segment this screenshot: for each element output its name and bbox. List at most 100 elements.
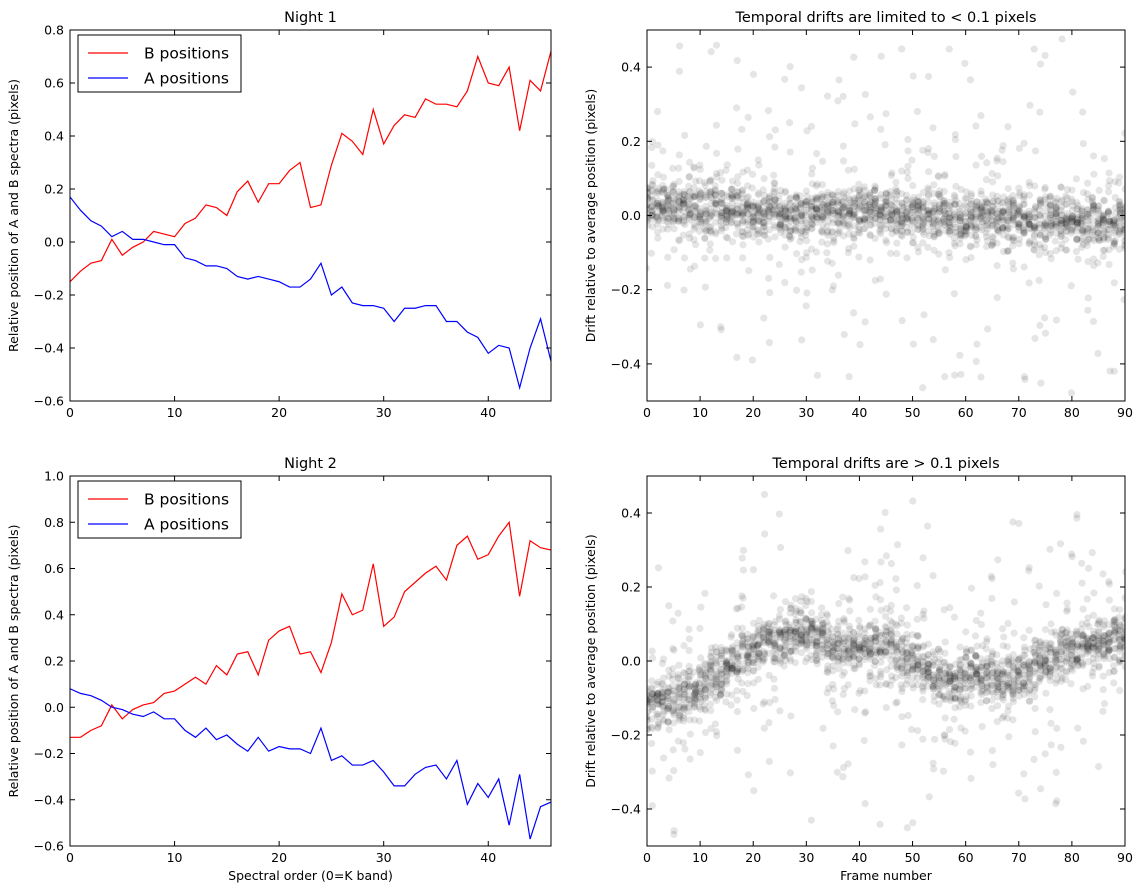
scatter-point — [977, 206, 986, 214]
scatter-point — [967, 208, 976, 216]
scatter-point — [930, 735, 939, 743]
scatter-point — [770, 202, 779, 210]
scatter-point — [941, 221, 949, 229]
scatter-point — [696, 213, 704, 221]
scatter-point — [940, 187, 948, 195]
scatter-point — [782, 212, 790, 220]
scatter-point — [787, 712, 795, 720]
scatter-point — [844, 194, 852, 202]
scatter-point — [993, 197, 1002, 205]
scatter-point — [738, 219, 747, 227]
scatter-point — [797, 210, 805, 218]
scatter-point — [711, 182, 719, 190]
scatter-point — [732, 191, 740, 199]
scatter-point — [812, 182, 820, 190]
scatter-point — [845, 206, 853, 214]
plot-area — [70, 520, 551, 840]
scatter-point — [1031, 182, 1039, 190]
scatter-point — [802, 253, 810, 261]
scatter-point — [680, 191, 689, 199]
scatter-point — [861, 318, 869, 326]
scatter-point — [775, 260, 783, 269]
scatter-point — [658, 204, 666, 213]
scatter-point — [1021, 795, 1029, 803]
scatter-point — [830, 239, 838, 247]
scatter-point — [733, 201, 742, 209]
scatter-point — [967, 213, 975, 221]
scatter-point — [664, 185, 672, 193]
scatter-point — [952, 182, 960, 190]
scatter-point — [803, 127, 811, 135]
scatter-point — [1104, 188, 1113, 196]
scatter-point — [1079, 139, 1087, 148]
scatter-point — [749, 233, 758, 241]
scatter-point — [723, 212, 731, 220]
scatter-point — [924, 72, 933, 81]
scatter-point — [1031, 224, 1039, 232]
scatter-point — [733, 209, 741, 217]
scatter-point — [988, 746, 997, 755]
scatter-point — [834, 623, 842, 631]
scatter-point — [674, 193, 682, 201]
scatter-point — [973, 236, 981, 244]
series-line-b-positions — [70, 51, 551, 283]
scatter-point — [1026, 212, 1034, 220]
scatter-point — [886, 216, 895, 224]
x-tick-label: 30 — [376, 850, 392, 865]
scatter-point — [919, 198, 927, 207]
scatter-point — [892, 586, 901, 594]
scatter-point — [755, 218, 763, 226]
scatter-point — [941, 266, 949, 274]
scatter-point — [663, 203, 672, 211]
scatter-point — [998, 225, 1007, 233]
scatter-point — [707, 227, 715, 235]
scatter-point — [659, 181, 667, 190]
scatter-point — [743, 692, 751, 700]
scatter-point — [909, 218, 917, 226]
scatter-point — [956, 225, 965, 233]
scatter-point — [738, 228, 746, 236]
scatter-point — [877, 203, 885, 211]
scatter-point — [914, 225, 922, 234]
scatter-point — [908, 208, 916, 216]
scatter-point — [797, 217, 805, 225]
scatter-point — [946, 202, 954, 210]
scatter-point — [946, 215, 955, 224]
scatter-point — [978, 218, 987, 227]
axes-frame — [69, 29, 552, 402]
scatter-point — [733, 179, 742, 187]
scatter-point — [1015, 202, 1024, 210]
scatter-point — [898, 218, 906, 226]
scatter-point — [1009, 198, 1018, 206]
scatter-point — [744, 198, 752, 207]
scatter-point — [669, 188, 677, 196]
scatter-point — [851, 196, 859, 204]
scatter-point — [913, 615, 921, 623]
scatter-point — [856, 203, 864, 211]
scatter-point — [834, 188, 842, 196]
scatter-point — [691, 190, 699, 198]
scatter-point — [739, 217, 747, 225]
scatter-point — [670, 194, 678, 202]
scatter-point — [850, 233, 858, 242]
scatter-point — [993, 223, 1001, 231]
scatter-point — [728, 218, 736, 226]
scatter-point — [977, 204, 985, 212]
y-tick-label: 0.8 — [44, 23, 64, 38]
scatter-point — [919, 221, 927, 229]
scatter-point — [727, 185, 735, 193]
chart-panel-3: 0 10 20 30 40−0.6−0.4−0.20.00.20.40.60.81.0N… — [6, 456, 552, 883]
scatter-point — [696, 204, 704, 213]
scatter-point — [759, 203, 768, 212]
scatter-point — [690, 236, 698, 244]
scatter-point — [935, 173, 943, 181]
scatter-point — [955, 231, 964, 239]
scatter-point — [765, 212, 773, 220]
scatter-point — [755, 238, 763, 246]
scatter-point — [1051, 237, 1059, 245]
scatter-point — [733, 205, 742, 213]
scatter-point — [749, 226, 757, 234]
scatter-point — [909, 819, 917, 827]
scatter-point — [844, 760, 852, 768]
scatter-point — [1010, 221, 1018, 229]
